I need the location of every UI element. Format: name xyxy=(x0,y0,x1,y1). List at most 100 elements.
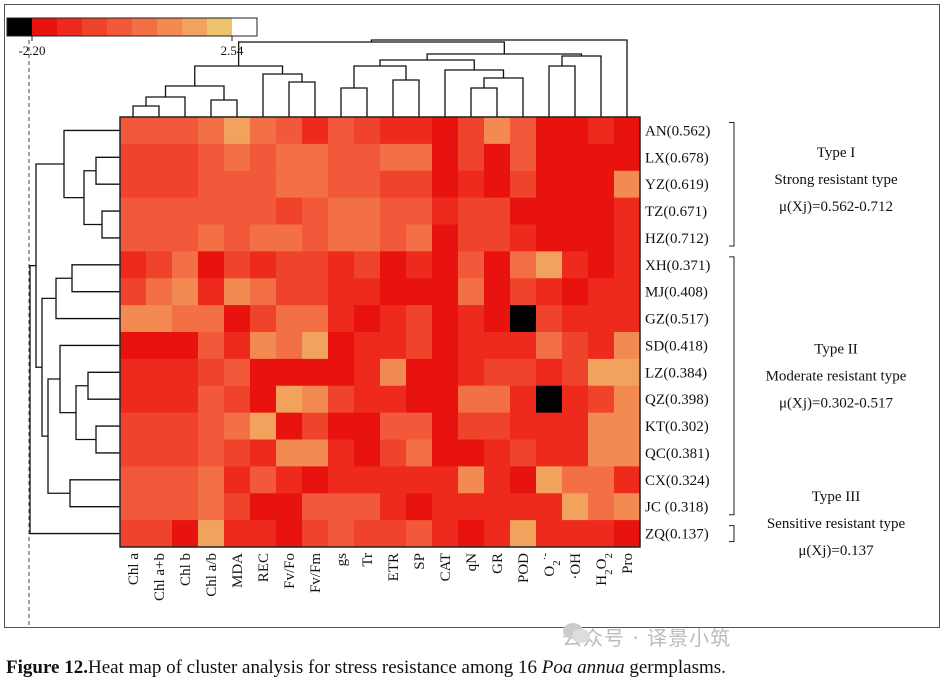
heatmap-cell xyxy=(562,224,589,252)
dendrogram-link xyxy=(41,297,56,437)
heatmap-cell xyxy=(172,358,199,387)
dendrogram-link xyxy=(288,81,316,117)
heatmap-cell xyxy=(536,224,563,252)
dendrogram-link xyxy=(145,96,186,117)
heatmap-cell xyxy=(146,385,173,414)
heatmap-cell xyxy=(588,385,615,414)
column-label-part: Chl a+b xyxy=(152,553,168,601)
heatmap-cell xyxy=(224,385,251,414)
heatmap-cell xyxy=(536,117,563,145)
column-label: Fv/Fm xyxy=(308,553,324,593)
heatmap-cell xyxy=(146,358,173,387)
heatmap-cell xyxy=(224,224,251,252)
column-label-part: gs xyxy=(334,553,350,567)
heatmap-cell xyxy=(120,197,147,225)
heatmap-cell xyxy=(250,305,277,333)
column-label-part: ETR xyxy=(386,553,402,581)
group-description: Moderate resistant type xyxy=(766,368,907,384)
heatmap-cell xyxy=(588,305,615,333)
heatmap-cell xyxy=(432,278,459,306)
column-label: POD xyxy=(516,553,532,583)
row-label: QZ(0.398) xyxy=(645,392,709,408)
heatmap-cell xyxy=(146,466,173,494)
column-label-part: H xyxy=(594,575,610,586)
heatmap-cell xyxy=(354,358,381,387)
heatmap-cell xyxy=(562,278,589,306)
dendrogram-link xyxy=(210,99,238,117)
heatmap-cell xyxy=(276,466,303,494)
heatmap-cell xyxy=(354,224,381,252)
dendrogram-link xyxy=(194,65,284,86)
heatmap-cell xyxy=(354,143,381,172)
heatmap-cell xyxy=(250,412,277,440)
caption-species: Poa annua xyxy=(541,657,625,678)
heatmap-cell xyxy=(536,251,563,279)
wechat-icon xyxy=(563,623,590,643)
heatmap-cell xyxy=(250,170,277,199)
heatmap-cell xyxy=(484,493,511,521)
heatmap-cell xyxy=(536,385,563,414)
dendrogram-link xyxy=(71,264,120,293)
heatmap-cell xyxy=(536,412,563,440)
heatmap-cell xyxy=(458,332,485,360)
heatmap-cell xyxy=(250,493,277,521)
heatmap-cell xyxy=(250,197,277,225)
heatmap-cell xyxy=(328,143,355,172)
heatmap-cell xyxy=(536,493,563,521)
heatmap-cell xyxy=(510,305,537,333)
color-scale-bar xyxy=(6,17,258,41)
heatmap-cell xyxy=(510,520,537,548)
heatmap-cell xyxy=(510,251,537,279)
heatmap-cell xyxy=(302,332,329,360)
heatmap-cell xyxy=(380,493,407,521)
column-label: Chl a+b xyxy=(152,553,168,601)
heatmap-cell xyxy=(224,358,251,387)
heatmap-cell xyxy=(484,143,511,172)
heatmap-cell xyxy=(120,332,147,360)
heatmap-cell xyxy=(406,251,433,279)
heatmap-cell xyxy=(380,439,407,467)
column-label-part: ·- xyxy=(539,553,551,561)
column-label: H2O2 xyxy=(594,553,615,586)
heatmap-cell xyxy=(172,305,199,333)
column-label: Tr xyxy=(360,553,376,567)
heatmap-cell xyxy=(614,358,641,387)
watermark: 公众号 · 译景小筑 xyxy=(562,622,731,651)
heatmap-cell xyxy=(458,117,485,145)
heatmap-cell xyxy=(120,466,147,494)
heatmap-cell xyxy=(146,278,173,306)
heatmap-cell xyxy=(484,466,511,494)
heatmap-cell xyxy=(406,224,433,252)
heatmap-cell xyxy=(588,493,615,521)
heatmap-cell xyxy=(432,305,459,333)
heatmap-cell xyxy=(614,412,641,440)
heatmap-cell xyxy=(172,332,199,360)
heatmap-cell xyxy=(588,466,615,494)
heatmap-cell xyxy=(614,332,641,360)
column-label: MDA xyxy=(230,553,246,588)
heatmap-cell xyxy=(406,412,433,440)
heatmap-cell xyxy=(276,520,303,548)
column-label-part: SP xyxy=(412,553,428,570)
heatmap-cell xyxy=(562,358,589,387)
group-descriptions: Type I Strong resistant type μ(Xj)=0.562-0… xyxy=(766,145,907,559)
heatmap-cell xyxy=(198,466,225,494)
heatmap-cell xyxy=(562,251,589,279)
heatmap-cell xyxy=(588,224,615,252)
heatmap-cell xyxy=(328,305,355,333)
column-label: gs xyxy=(334,553,350,567)
row-label: LZ(0.384) xyxy=(645,365,707,381)
heatmap-cell xyxy=(562,385,589,414)
heatmap-cell xyxy=(484,385,511,414)
heatmap-cell xyxy=(328,493,355,521)
heatmap-cell xyxy=(510,466,537,494)
heatmap-cell xyxy=(250,117,277,145)
heatmap-cell xyxy=(224,439,251,467)
heatmap-cell xyxy=(146,117,173,145)
color-scale-min-label: -2.20 xyxy=(18,43,45,58)
heatmap-cells xyxy=(120,117,641,548)
heatmap-cell xyxy=(146,251,173,279)
heatmap-cell xyxy=(302,466,329,494)
heatmap-cell xyxy=(224,305,251,333)
heatmap-cell xyxy=(224,466,251,494)
